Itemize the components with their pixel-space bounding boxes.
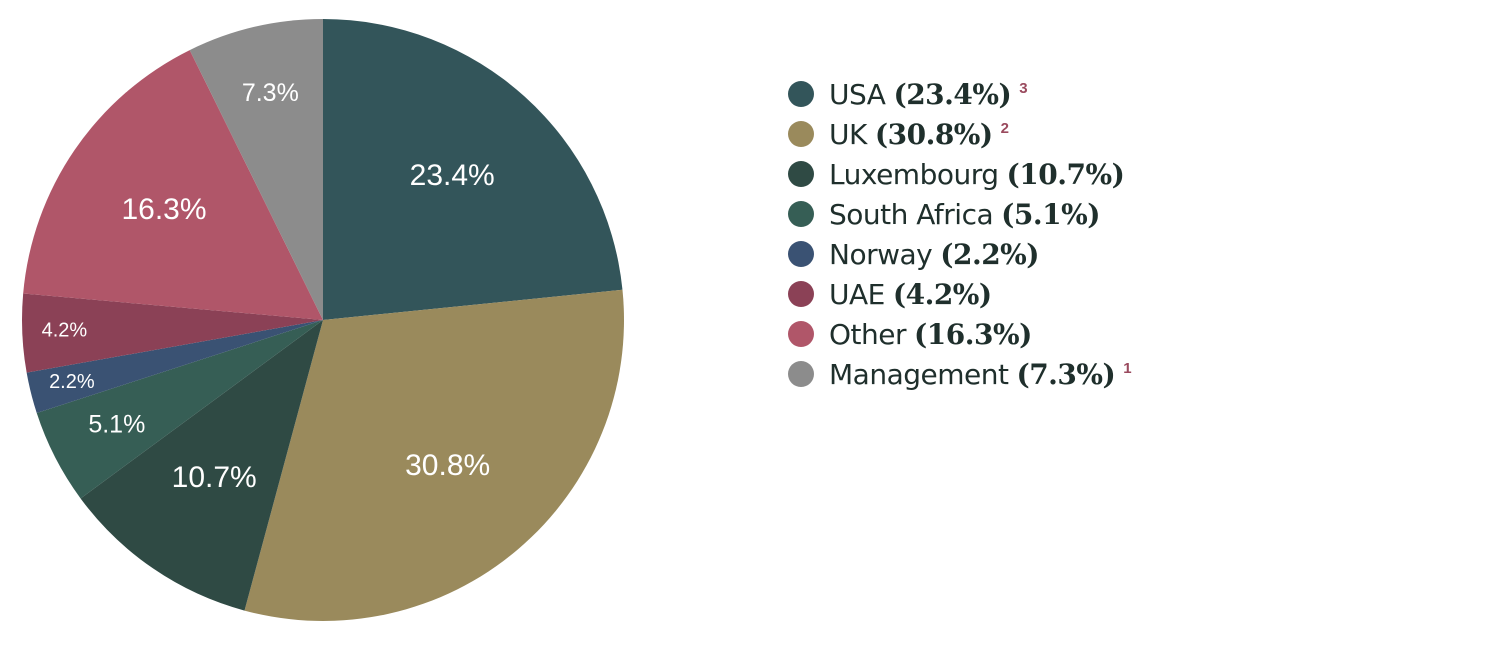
legend-swatch xyxy=(788,241,814,267)
legend-swatch xyxy=(788,161,814,187)
legend-item: UAE (4.2%) xyxy=(788,250,1132,314)
slice-label: 16.3% xyxy=(121,193,206,226)
legend-name: UK xyxy=(829,117,867,151)
legend-swatch xyxy=(788,281,814,307)
slice-label: 30.8% xyxy=(405,449,490,482)
legend-value: (4.2%) xyxy=(892,277,992,311)
legend-item: UK (30.8%) 2 xyxy=(788,90,1132,154)
legend-swatch xyxy=(788,321,814,347)
legend-value: (10.7%) xyxy=(1006,157,1125,191)
legend-name: Other xyxy=(829,317,907,351)
legend-swatch xyxy=(788,121,814,147)
pie-slice xyxy=(36,320,323,499)
legend-name: UAE xyxy=(829,277,885,311)
legend-item: Luxembourg (10.7%) xyxy=(788,130,1132,194)
legend-note: 2 xyxy=(1000,120,1009,137)
legend-value: (7.3%) xyxy=(1016,357,1116,391)
legend-name: Management xyxy=(829,357,1009,391)
pie-slice xyxy=(323,19,623,320)
legend-name: USA xyxy=(829,77,886,111)
legend-swatch xyxy=(788,361,814,387)
pie-slice xyxy=(80,320,323,611)
legend-value: (16.3%) xyxy=(914,317,1032,351)
legend-swatch xyxy=(788,201,814,227)
legend-swatch xyxy=(788,81,814,107)
legend: USA (23.4%) 3 UK (30.8%) 2 Luxembourg (10.7%) So… xyxy=(788,74,1132,394)
legend-item: Other (16.3%) xyxy=(788,290,1132,354)
legend-note: 3 xyxy=(1019,80,1028,97)
slice-label: 2.2% xyxy=(49,371,95,393)
pie-slice xyxy=(23,50,323,320)
slice-label: 4.2% xyxy=(42,320,88,342)
slice-label: 10.7% xyxy=(172,461,257,494)
legend-value: (23.4%) xyxy=(893,77,1012,111)
pie-slice xyxy=(189,19,323,320)
pie-chart: 23.4% 30.8% 10.7% 5.1% 2.2% 4.2% 16.3% 7.3% xyxy=(21,19,625,622)
slice-label: 7.3% xyxy=(242,79,299,107)
slice-label: 5.1% xyxy=(88,410,145,438)
legend-item: Norway (2.2%) xyxy=(788,210,1132,274)
pie-slice xyxy=(21,293,323,373)
legend-value: (30.8%) xyxy=(874,117,993,151)
legend-value: (5.1%) xyxy=(1001,197,1100,231)
legend-item: USA (23.4%) 3 xyxy=(788,74,1132,114)
legend-item: South Africa (5.1%) xyxy=(788,170,1132,234)
legend-name: Luxembourg xyxy=(829,157,999,191)
slice-label: 23.4% xyxy=(410,159,495,192)
legend-item: Management (7.3%) 1 xyxy=(788,330,1132,394)
legend-name: South Africa xyxy=(829,197,994,231)
pie-slice xyxy=(26,320,323,414)
legend-name: Norway xyxy=(829,237,933,271)
pie-slice xyxy=(244,289,625,622)
legend-note: 1 xyxy=(1123,360,1132,377)
legend-value: (2.2%) xyxy=(940,237,1040,271)
